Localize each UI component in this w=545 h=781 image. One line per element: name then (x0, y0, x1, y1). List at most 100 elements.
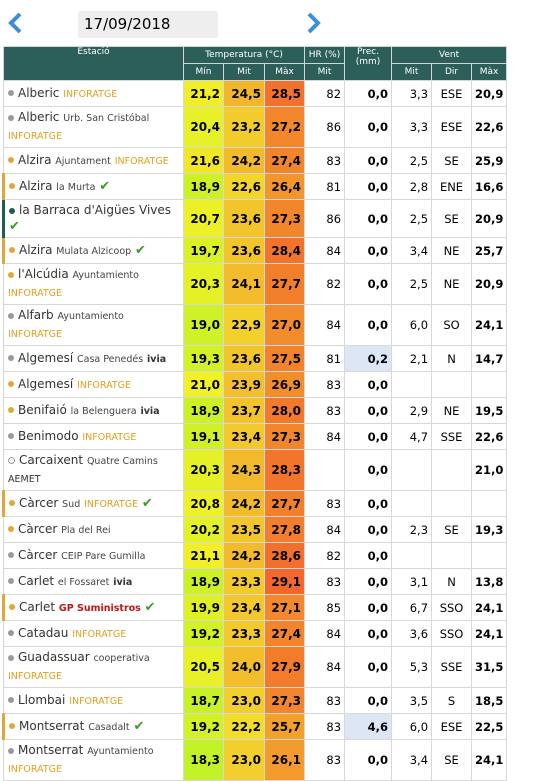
station-row: Carcaixent Quatre Camins AEMET 20,3 24,3 28… (3, 449, 508, 491)
status-dot (8, 697, 14, 703)
value-cell: 19,2 (183, 620, 224, 647)
station-cell: Benimodo INFORATGE (3, 423, 184, 450)
value-cell: 13,8 (471, 568, 508, 595)
value-cell (431, 449, 473, 491)
station-name: Carlet (19, 599, 56, 614)
next-arrow[interactable] (307, 12, 321, 34)
value-cell: SSE (431, 423, 473, 450)
value-cell: 83 (304, 687, 346, 714)
station-name: Montserrat (18, 743, 84, 757)
value-cell: SSO (431, 620, 473, 647)
value-cell: 84 (304, 620, 346, 647)
value-cell: 24,1 (471, 594, 508, 621)
value-cell: 86 (304, 199, 346, 238)
value-cell (471, 371, 508, 398)
verified-icon: ✔ (141, 495, 153, 511)
value-cell: 18,9 (183, 568, 224, 595)
station-name: l'Alcúdia (18, 267, 69, 281)
value-cell: 23,4 (223, 423, 265, 450)
station-name: Llombai (18, 692, 66, 707)
value-cell: 83 (304, 568, 346, 595)
station-row: Algemesí INFORATGE 21,0 23,9 26,9 83 0,0 (3, 371, 508, 398)
value-cell: 28,3 (263, 449, 306, 491)
value-cell: 24,1 (471, 620, 508, 647)
status-dot (9, 500, 15, 506)
value-cell: 19,2 (183, 713, 224, 740)
value-cell: 24,2 (223, 542, 265, 569)
value-cell: 22,6 (223, 173, 265, 200)
station-name: Alfarb (18, 308, 54, 322)
station-name: Benimodo (18, 428, 79, 443)
value-cell (391, 371, 433, 398)
station-cell: Càrcer Sud INFORATGE ✔ (2, 490, 184, 517)
header-sub: Mit (304, 63, 346, 81)
station-cell: l'Alcúdia Ayuntamiento INFORATGE (3, 263, 184, 305)
prev-arrow[interactable] (8, 12, 22, 34)
station-row: Alzira Ajuntament INFORATGE 21,6 24,2 27,4 8… (3, 147, 508, 174)
verified-icon: ✔ (99, 178, 111, 194)
station-row: Catadau INFORATGE 19,2 23,3 27,4 84 0,0 3,6 SSO… (3, 620, 508, 647)
value-cell: 27,3 (263, 423, 306, 450)
value-cell: 21,0 (183, 371, 224, 398)
station-sub: Urb. San Cristóbal (63, 113, 150, 124)
value-cell: 27,3 (263, 687, 306, 714)
value-cell: 23,4 (223, 594, 265, 621)
value-cell: 29,1 (263, 568, 306, 595)
value-cell: SSE (431, 646, 473, 688)
value-cell: 0,0 (344, 106, 393, 148)
value-cell: 25,9 (471, 147, 508, 174)
value-cell: 83 (304, 147, 346, 174)
value-cell: N (431, 568, 473, 595)
station-row: Càrcer CEIP Pare Gumilla 21,1 24,2 28,6 82 0,… (3, 542, 508, 569)
date-input[interactable]: 17/09/2018 (78, 11, 218, 38)
value-cell: 0,0 (344, 516, 393, 543)
value-cell: 24,3 (223, 449, 265, 491)
station-name: Càrcer (19, 495, 59, 510)
station-row: Alberic Urb. San Cristóbal INFORATGE 20,4… (3, 106, 508, 148)
value-cell: 19,3 (471, 516, 508, 543)
value-cell: 82 (304, 80, 346, 107)
status-dot (8, 654, 14, 661)
value-cell: 83 (304, 397, 346, 424)
value-cell: 82 (304, 542, 346, 569)
header-sub: Mit (223, 63, 265, 81)
station-row: Alzira Mulata Alzicoop ✔ 19,7 23,6 28,4 84 0,… (2, 237, 508, 264)
source-tag: INFORATGE (8, 764, 62, 775)
station-row: Carlet GP Suministros ✔ 19,9 23,4 27,1 85 0,0… (2, 594, 508, 621)
value-cell: 20,8 (183, 490, 224, 517)
station-name: Carcaixent (19, 453, 84, 467)
value-cell (391, 449, 433, 491)
value-cell: 22,5 (471, 713, 508, 740)
station-cell: la Barraca d'Aigües Vives ✔ (2, 199, 184, 238)
value-cell: 6,0 (391, 713, 433, 740)
station-row: Guadassuar cooperativa INFORATGE 20,5 24,0… (3, 646, 508, 688)
station-cell: Alzira Mulata Alzicoop ✔ (2, 237, 184, 264)
value-cell: 20,4 (183, 106, 224, 148)
value-cell: 0,0 (344, 80, 393, 107)
station-cell: Alberic INFORATGE (3, 80, 184, 107)
value-cell: 0,0 (344, 397, 393, 424)
value-cell: 22,9 (223, 304, 265, 346)
value-cell: 4,7 (391, 423, 433, 450)
value-cell: 25,7 (471, 237, 508, 264)
value-cell: 3,4 (391, 739, 433, 781)
status-dot (8, 271, 14, 278)
source-tag: INFORATGE (69, 695, 124, 707)
station-cell: Alzira Ajuntament INFORATGE (3, 147, 184, 174)
station-row: Llombai INFORATGE 18,7 23,0 27,3 83 0,0 3,5 S 18… (3, 687, 508, 714)
value-cell: 26,1 (263, 739, 306, 781)
value-cell: 0,0 (344, 263, 393, 305)
value-cell: 24,1 (471, 304, 508, 346)
status-dot (9, 207, 15, 214)
value-cell: 0,0 (344, 423, 393, 450)
station-sub: Ayuntamiento (72, 270, 139, 281)
value-cell: 27,4 (263, 620, 306, 647)
value-cell (304, 449, 346, 491)
value-cell: 2,5 (391, 263, 433, 305)
stations-table: Estació Temperatura (°C) HR (%) Prec. (m… (2, 46, 508, 781)
value-cell: 0,0 (344, 147, 393, 174)
value-cell: 28,4 (263, 237, 306, 264)
value-cell: 19,0 (183, 304, 224, 346)
value-cell: 3,3 (391, 106, 433, 148)
value-cell: 0,0 (344, 304, 393, 346)
